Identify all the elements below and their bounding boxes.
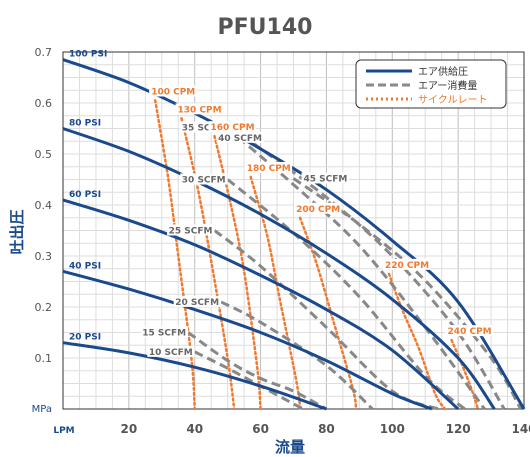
series-label: 100 PSI — [69, 50, 107, 60]
series-line-130-cpm — [180, 117, 236, 411]
tick-labels: 20 40 60 80 100 120 140 0.1 0.2 0.3 0.4 0.5 0.6 0.7 — [35, 46, 530, 436]
series-label-bg — [216, 131, 264, 143]
series-label-bg — [175, 103, 223, 115]
series-line-60-psi — [62, 198, 460, 411]
y-tick-label: 0.7 — [35, 46, 53, 59]
x-tick-label: 60 — [252, 422, 269, 436]
legend-label-supply: エア供給圧 — [418, 65, 468, 78]
x-tick-label: 120 — [446, 422, 471, 436]
y-tick-label: 0.2 — [35, 301, 53, 314]
series-label: 80 PSI — [69, 119, 101, 129]
x-unit-label: LPM — [53, 426, 74, 436]
series-label: 130 CPM — [178, 105, 222, 115]
y-tick-label: 0.5 — [35, 148, 53, 161]
series-label-bg — [180, 173, 228, 185]
series-label: 35 SCFM — [182, 124, 226, 134]
series-label: 40 SCFM — [218, 134, 262, 144]
series-label: 20 PSI — [69, 333, 101, 343]
series-line-100-cpm — [153, 99, 196, 411]
legend-label-cycle: サイクルレート — [418, 94, 488, 106]
series-label-bg — [173, 295, 222, 307]
series-label: 200 CPM — [296, 205, 340, 215]
series-line-30-scfm — [226, 178, 466, 411]
series-label-bg — [244, 161, 293, 173]
series-line-240-cpm — [450, 338, 480, 411]
plot-frame — [62, 51, 525, 410]
series-label: 20 SCFM — [175, 298, 219, 308]
legend-label-air: エアー消費量 — [418, 79, 477, 92]
series-label-bg — [149, 85, 197, 97]
series-line-220-cpm — [387, 272, 447, 411]
series-label: 220 CPM — [385, 261, 429, 271]
series-label: 60 PSI — [69, 190, 101, 200]
series-label-bg — [445, 325, 493, 337]
series-label-bg — [208, 121, 256, 133]
x-tick-label: 40 — [186, 422, 203, 436]
series-label-bg — [147, 345, 195, 357]
x-axis-title: 流量 — [275, 438, 305, 456]
series-line-40-psi — [62, 269, 433, 411]
y-unit-label: MPa — [32, 404, 52, 415]
series-line-80-psi — [62, 127, 496, 410]
series-label-bg — [167, 224, 215, 236]
series-label-bg — [140, 326, 189, 338]
series-label: 30 SCFM — [182, 176, 226, 186]
series-line-15-scfm — [187, 331, 328, 411]
series-label: 240 CPM — [448, 327, 492, 337]
series-line-200-cpm — [298, 216, 358, 411]
series-line-20-psi — [62, 341, 327, 411]
legend: エア供給圧 エアー消費量 サイクルレート — [355, 59, 507, 109]
y-axis-title: 吐出圧 — [8, 209, 26, 254]
series-label: 45 SCFM — [304, 174, 348, 184]
series-labels: 100 PSI 80 PSI 60 PSI 40 PSI 20 PSI 45 SCFM 40… — [69, 50, 493, 358]
series-label: 25 SCFM — [169, 227, 213, 237]
series-label: 15 SCFM — [142, 329, 186, 339]
series-label: 40 PSI — [69, 261, 101, 271]
y-tick-label: 0.3 — [35, 250, 53, 263]
chart-title: PFU140 — [218, 15, 313, 40]
series-label-bg — [180, 121, 228, 133]
x-tick-label: 20 — [121, 422, 138, 436]
series-label-bg — [382, 258, 431, 270]
y-tick-label: 0.6 — [35, 97, 53, 110]
x-tick-label: 140 — [511, 422, 530, 436]
series-label: 160 CPM — [210, 123, 254, 133]
x-tick-label: 100 — [380, 422, 405, 436]
series-label: 10 SCFM — [149, 348, 193, 358]
y-tick-label: 0.1 — [35, 352, 53, 365]
series-label-bg — [301, 172, 349, 184]
y-tick-label: 0.4 — [35, 199, 53, 212]
series-line-20-scfm — [220, 300, 374, 411]
series-label: 180 CPM — [247, 164, 291, 174]
series-label-bg — [294, 202, 342, 214]
x-tick-label: 80 — [318, 422, 335, 436]
series-label: 100 CPM — [151, 87, 195, 97]
